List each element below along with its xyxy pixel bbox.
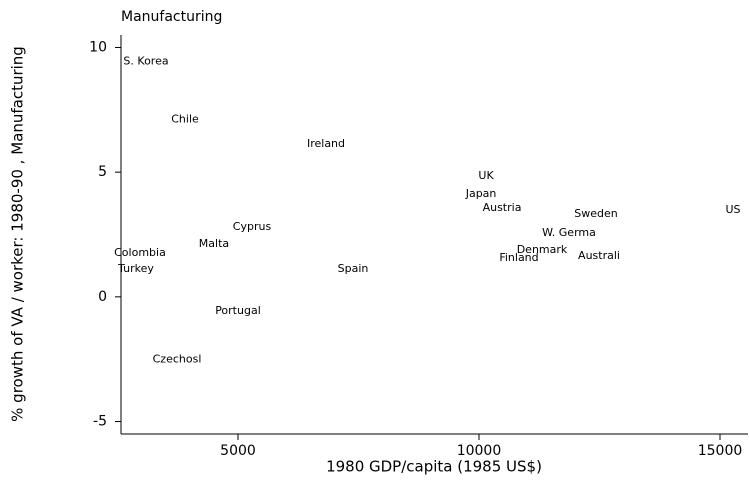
x-tick-label: 15000 [698, 443, 743, 459]
point-label: Chile [171, 112, 199, 125]
y-axis-title: % growth of VA / worker: 1980-90 , Manuf… [9, 46, 27, 422]
point-label: Australi [578, 249, 620, 262]
point-label: Austria [483, 201, 522, 214]
x-tick-label: 10000 [457, 443, 502, 459]
point-label: US [725, 203, 740, 216]
point-label: Japan [465, 187, 497, 200]
point-label: Turkey [117, 262, 154, 275]
point-label: S. Korea [123, 54, 168, 67]
y-tick-label: 10 [89, 39, 107, 55]
point-label: Ireland [307, 137, 345, 150]
y-tick-label: -5 [93, 414, 107, 430]
point-label: Denmark [517, 243, 568, 256]
point-label: W. Germa [542, 226, 596, 239]
y-tick-label: 5 [98, 164, 107, 180]
chart-title: Manufacturing [121, 9, 222, 25]
point-label: Colombia [114, 246, 166, 259]
point-label: Spain [338, 262, 369, 275]
point-label: Czechosl [153, 353, 202, 366]
point-label: Sweden [574, 207, 617, 220]
y-tick-label: 0 [98, 289, 107, 305]
point-label: Finland [499, 251, 538, 264]
point-label: Cyprus [233, 220, 272, 233]
point-label: Portugal [215, 304, 261, 317]
point-label: Malta [199, 237, 229, 250]
x-tick-label: 5000 [220, 443, 256, 459]
point-label: UK [478, 169, 494, 182]
x-axis-title: 1980 GDP/capita (1985 US$) [326, 458, 542, 476]
